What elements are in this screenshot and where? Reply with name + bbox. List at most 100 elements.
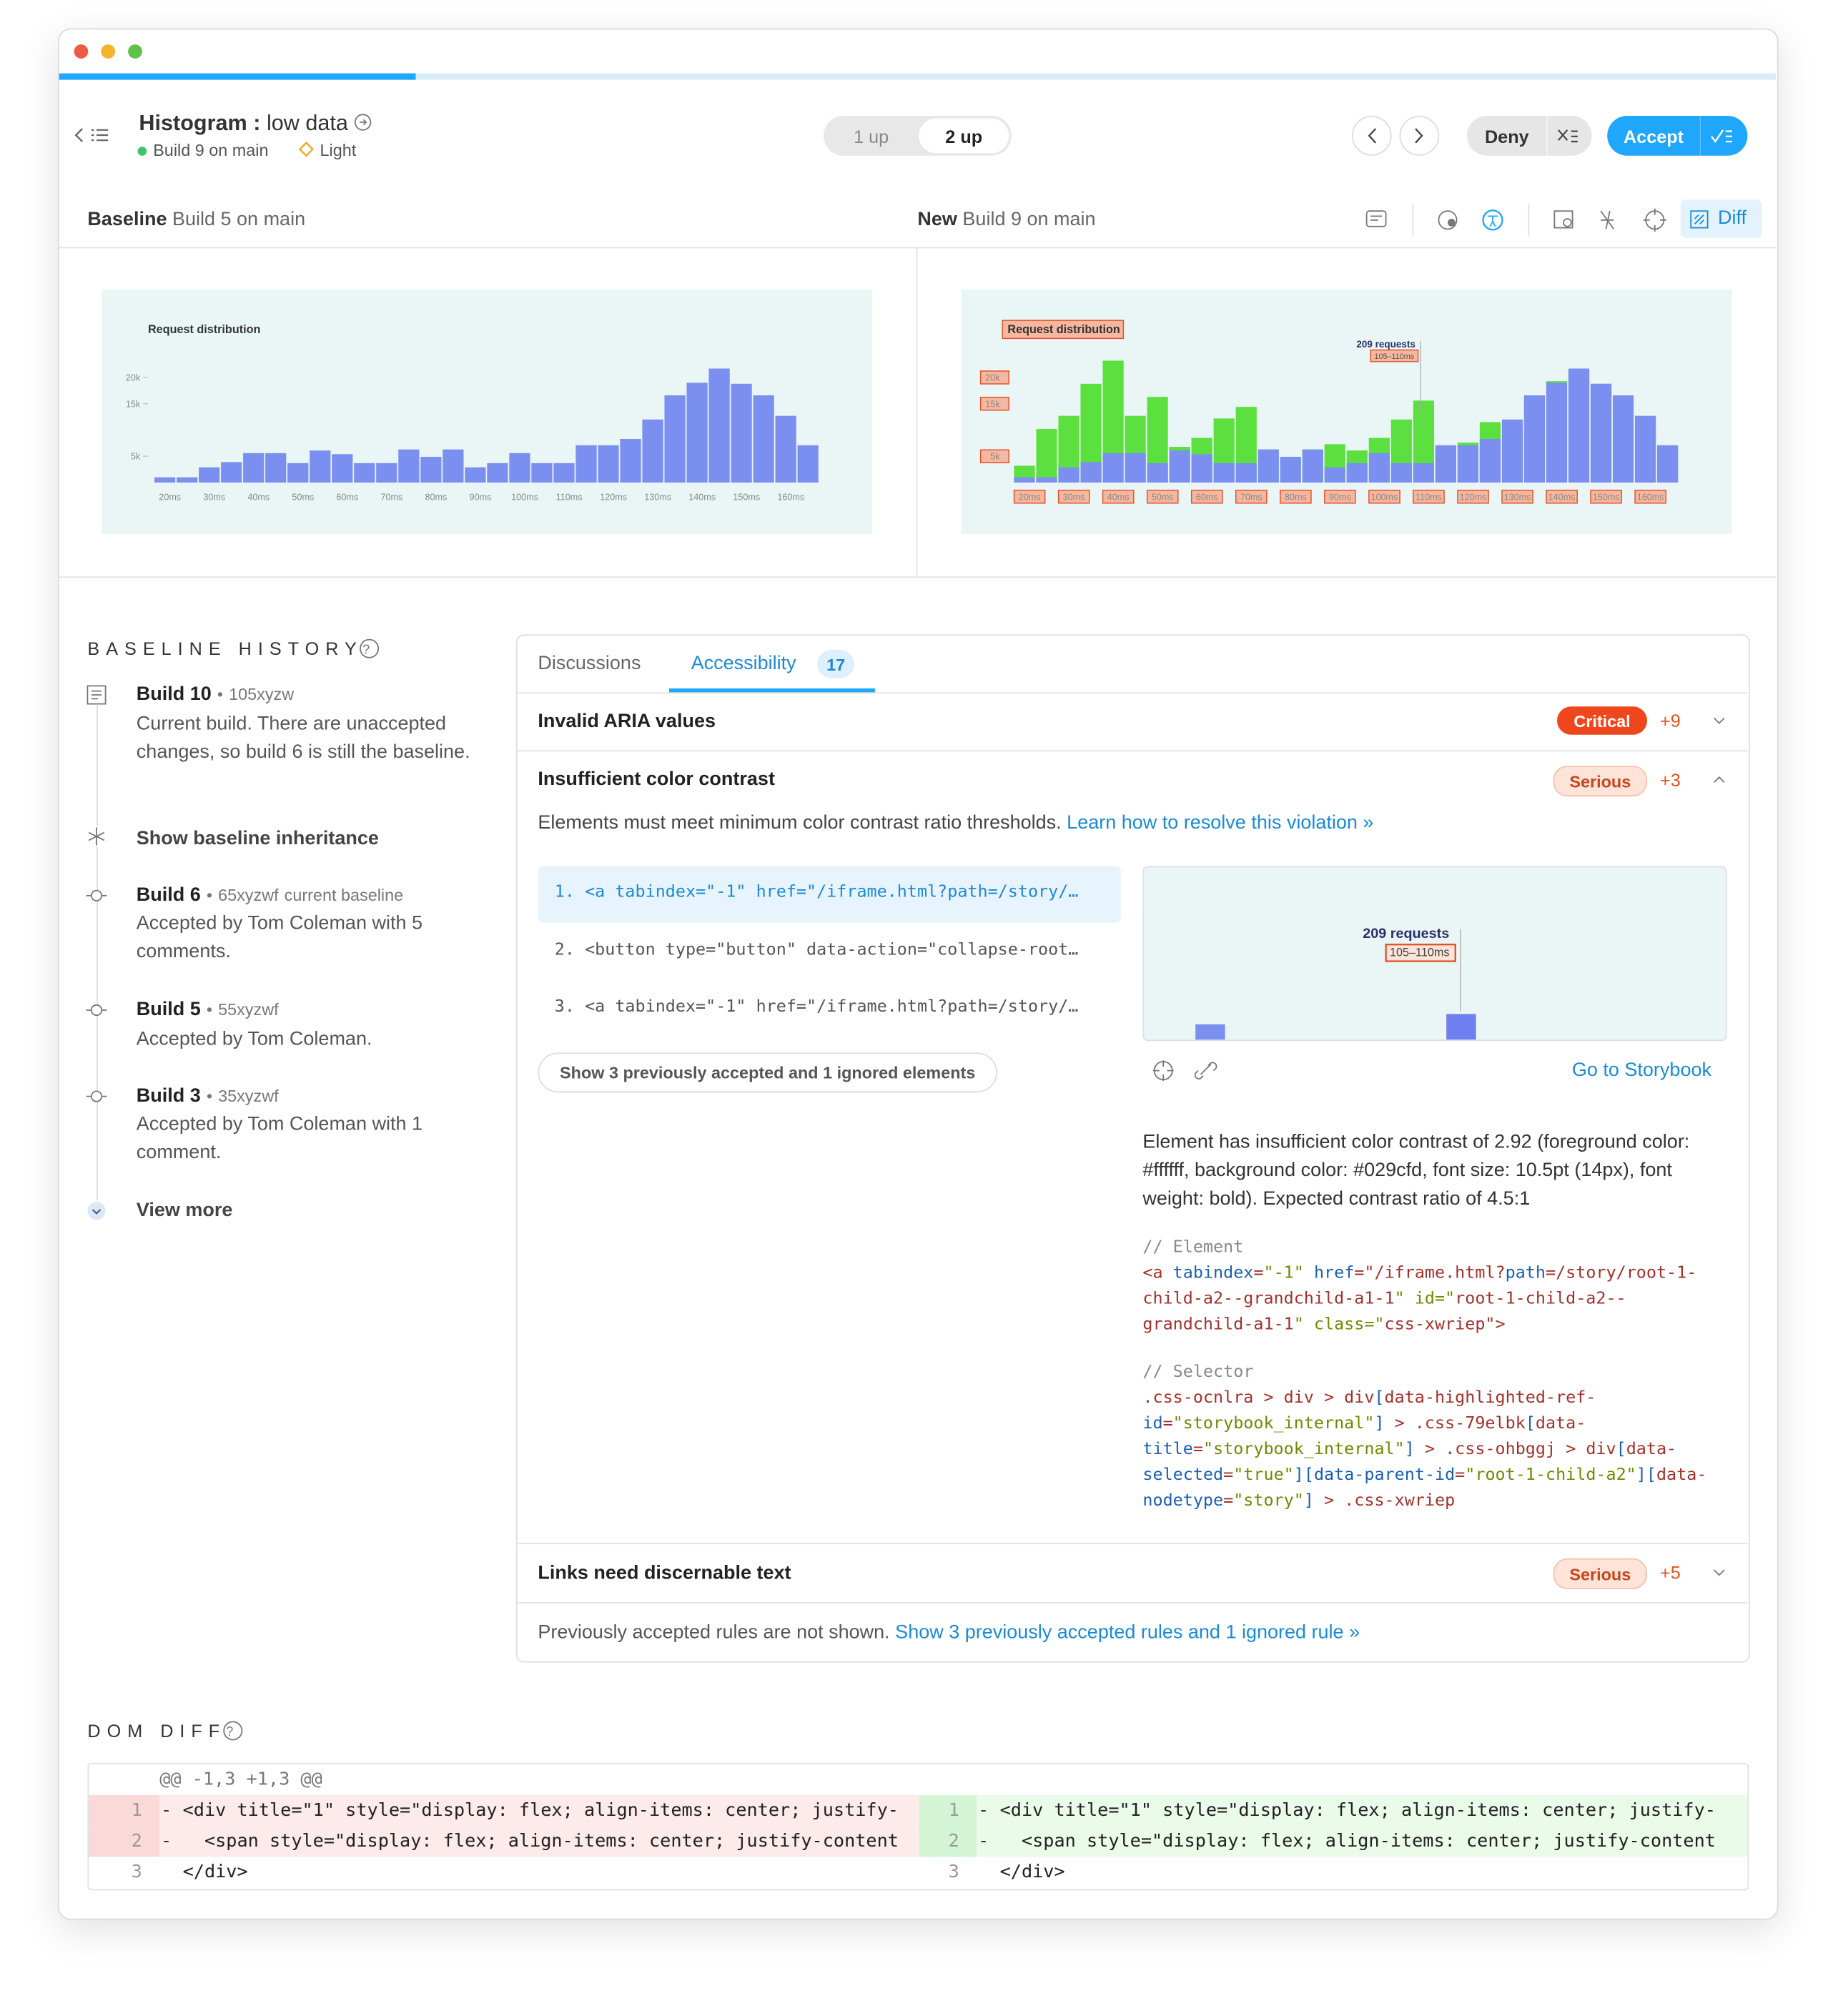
x-tick-label: 90ms: [1329, 492, 1351, 502]
back-button[interactable]: [74, 125, 112, 146]
baseline-heading: Baseline Build 5 on main: [87, 209, 305, 231]
x-tick-label: 40ms: [1107, 492, 1130, 502]
bar: [708, 368, 730, 483]
accept-batch[interactable]: [1699, 116, 1748, 156]
bar: [376, 463, 397, 483]
bar: [487, 463, 508, 483]
bar-unchanged: [1390, 463, 1412, 483]
element-item[interactable]: 2. <button type="button" data-action="co…: [555, 941, 1079, 960]
x-tick-label: 20ms: [159, 492, 181, 502]
divider: [517, 750, 1748, 752]
rule-name[interactable]: Invalid ARIA values: [538, 710, 716, 733]
annotation-range: 105–110ms: [1375, 352, 1415, 361]
rule-name[interactable]: Insufficient color contrast: [538, 768, 775, 791]
bar-unchanged: [1523, 395, 1546, 483]
y-tick-label: 15k: [985, 399, 1000, 409]
history-item[interactable]: Build 10 • 105xyzw: [136, 683, 295, 706]
show-more-button[interactable]: Show 3 previously accepted and 1 ignored…: [538, 1052, 997, 1093]
tab[interactable]: Accessibility: [691, 652, 796, 675]
mode-icon: [298, 142, 314, 157]
bar: [686, 382, 708, 483]
label-highlight: [1368, 490, 1400, 504]
diff-row: [159, 1826, 919, 1857]
diff-hunk: @@ -1,3 +1,3 @@: [159, 1769, 322, 1790]
toolbar-icons[interactable]: [1361, 203, 1676, 237]
footer-link[interactable]: Show 3 previously accepted rules and 1 i…: [895, 1621, 1360, 1644]
deny-batch[interactable]: [1546, 116, 1592, 156]
inheritance-link[interactable]: Show baseline inheritance: [136, 827, 379, 849]
build-desc: Accepted by Tom Coleman.: [136, 1028, 372, 1050]
bar: [620, 438, 641, 483]
history-item[interactable]: Build 6 • 65xyzwf current baseline: [136, 884, 404, 906]
chevrons[interactable]: [1710, 713, 1728, 1588]
element-item[interactable]: 3. <a tabindex="-1" href="/iframe.html?p…: [555, 997, 1079, 1017]
severity-badge: Critical: [1557, 706, 1647, 735]
mode-label: Light: [320, 140, 357, 160]
x-tick-label: 60ms: [1196, 492, 1218, 502]
bar: [598, 445, 619, 483]
bar-unchanged: [1656, 445, 1679, 483]
history-item[interactable]: Build 3 • 35xyzwf: [136, 1084, 279, 1107]
view-more[interactable]: View more: [136, 1199, 233, 1222]
diff-code: <span style="display: flex; align-items:…: [182, 1831, 899, 1852]
diff-code: </div>: [182, 1862, 248, 1883]
help-icon[interactable]: ?: [359, 638, 380, 659]
code-line: grandchild-a1-1" class="css-xwriep">: [1142, 1315, 1506, 1335]
preview-range: 105–110ms: [1390, 946, 1450, 959]
nav-buttons[interactable]: [1351, 114, 1441, 157]
bar: [575, 445, 597, 483]
deny-button[interactable]: Deny: [1484, 125, 1529, 147]
tab-badge: 17: [817, 650, 855, 678]
help-icon[interactable]: ?: [222, 1721, 243, 1741]
status-dot: [137, 147, 147, 156]
build-hash: 65xyzwf: [218, 885, 279, 905]
build-desc: Accepted by Tom Coleman with 1 comment.: [136, 1113, 423, 1164]
element-item[interactable]: 1. <a tabindex="-1" href="/iframe.html?p…: [555, 883, 1079, 902]
bar: [553, 463, 575, 483]
bar-unchanged: [1612, 395, 1634, 483]
build-name: Build 3: [136, 1084, 201, 1107]
a11y-card: [515, 634, 1750, 1663]
rule-link[interactable]: Learn how to resolve this violation »: [1067, 811, 1374, 834]
bar: [642, 419, 663, 483]
dom-diff: @@ -1,3 +1,3 @@ 1- <div title="1" style="…: [87, 1763, 1749, 1891]
y-tick-label: 15k: [126, 399, 141, 409]
preview-actions[interactable]: [1152, 1059, 1222, 1082]
diff-line-number: 3: [948, 1862, 959, 1883]
story-title: Histogram : low data: [139, 111, 372, 137]
diff-gutter: [89, 1857, 160, 1888]
bar-unchanged: [1169, 450, 1190, 483]
bar-unchanged: [1546, 382, 1568, 483]
build-tag: current baseline: [284, 885, 404, 905]
x-tick-label: 80ms: [1285, 492, 1307, 502]
toggle-2up[interactable]: 2 up: [919, 118, 1009, 154]
tab[interactable]: Discussions: [538, 652, 641, 675]
y-tick-label: 20k: [985, 373, 1000, 383]
rule-count: +5: [1660, 1562, 1681, 1583]
history-title-text: BASELINE HISTORY: [87, 638, 363, 659]
severity-badge: Serious: [1553, 1558, 1647, 1589]
info-icon[interactable]: [354, 113, 372, 131]
rule-name[interactable]: Links need discernable text: [538, 1562, 791, 1584]
element-index: 2.: [554, 940, 575, 960]
build-hash: 105xyzw: [229, 684, 295, 704]
label-highlight: [1413, 490, 1445, 504]
x-tick-label: 30ms: [1063, 492, 1085, 502]
preview-annotation: 209 requests: [1363, 927, 1450, 942]
diff-row: [159, 1857, 919, 1888]
diff-button[interactable]: [1680, 199, 1762, 238]
new-build: Build 9 on main: [962, 208, 1096, 231]
x-tick-label: 100ms: [1371, 492, 1398, 502]
history-item[interactable]: Build 5 • 55xyzwf: [136, 998, 279, 1021]
label-highlight: [1457, 490, 1489, 504]
storybook-link[interactable]: Go to Storybook: [1571, 1059, 1711, 1081]
divider: [916, 247, 918, 577]
x-tick-label: 160ms: [1637, 492, 1664, 502]
diff-code: <div title="1" style="display: flex; ali…: [999, 1800, 1716, 1821]
accept-button[interactable]: Accept: [1623, 125, 1684, 147]
label-highlight: [1324, 490, 1356, 504]
bar-unchanged: [1479, 438, 1501, 483]
toggle-1up[interactable]: 1 up: [854, 125, 889, 147]
chart-title: Request distribution: [148, 323, 260, 336]
diff-line-number: 3: [131, 1862, 142, 1883]
